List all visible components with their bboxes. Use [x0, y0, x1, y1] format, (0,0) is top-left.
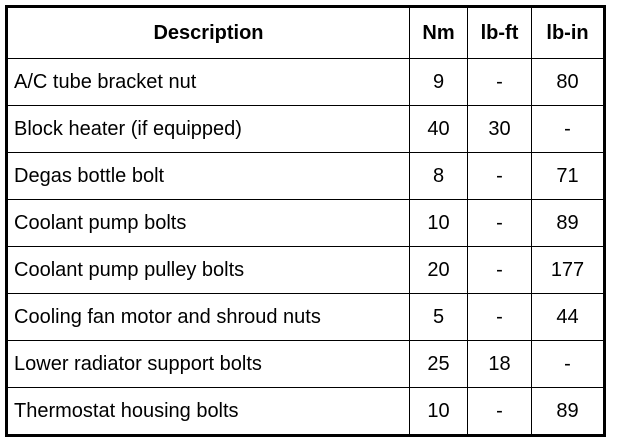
table-row: Lower radiator support bolts 25 18-	[6, 340, 605, 388]
cell-description: Thermostat housing bolts	[6, 387, 410, 436]
cell-nm: 20	[409, 246, 468, 294]
table-row: Thermostat housing bolts 10-89	[6, 387, 605, 436]
header-nm: Nm	[409, 6, 468, 59]
table-row: Degas bottle bolt 8-71	[6, 152, 605, 200]
cell-lb-in: -	[531, 340, 605, 388]
cell-description: A/C tube bracket nut	[6, 58, 410, 106]
cell-lb-in: 177	[531, 246, 605, 294]
cell-lb-ft: 18	[467, 340, 532, 388]
cell-lb-in: -	[531, 105, 605, 153]
cell-nm: 5	[409, 293, 468, 341]
cell-description: Coolant pump bolts	[6, 199, 410, 247]
header-row: Description Nm lb-ft lb-in	[6, 6, 605, 59]
cell-lb-in: 89	[531, 199, 605, 247]
cell-lb-ft: -	[467, 152, 532, 200]
cell-description: Degas bottle bolt	[6, 152, 410, 200]
cell-description: Lower radiator support bolts	[6, 340, 410, 388]
cell-lb-ft: -	[467, 58, 532, 106]
table-row: Coolant pump bolts 10-89	[6, 199, 605, 247]
cell-lb-ft: 30	[467, 105, 532, 153]
header-lb-in: lb-in	[531, 6, 605, 59]
cell-description: Coolant pump pulley bolts	[6, 246, 410, 294]
cell-nm: 8	[409, 152, 468, 200]
cell-nm: 10	[409, 199, 468, 247]
cell-description: Block heater (if equipped)	[6, 105, 410, 153]
table-row: Block heater (if equipped) 40 30-	[6, 105, 605, 153]
table-row: Cooling fan motor and shroud nuts 5-44	[6, 293, 605, 341]
cell-nm: 10	[409, 387, 468, 436]
cell-lb-in: 80	[531, 58, 605, 106]
cell-lb-in: 44	[531, 293, 605, 341]
torque-specifications-table: Description Nm lb-ft lb-in A/C tube brac…	[5, 5, 606, 437]
cell-lb-ft: -	[467, 199, 532, 247]
cell-nm: 25	[409, 340, 468, 388]
header-description: Description	[6, 6, 410, 59]
cell-lb-ft: -	[467, 246, 532, 294]
cell-lb-ft: -	[467, 293, 532, 341]
header-lb-ft: lb-ft	[467, 6, 532, 59]
table-row: A/C tube bracket nut 9-80	[6, 58, 605, 106]
cell-lb-in: 89	[531, 387, 605, 436]
cell-lb-in: 71	[531, 152, 605, 200]
cell-nm: 9	[409, 58, 468, 106]
table-row: Coolant pump pulley bolts 20-177	[6, 246, 605, 294]
cell-description: Cooling fan motor and shroud nuts	[6, 293, 410, 341]
cell-lb-ft: -	[467, 387, 532, 436]
cell-nm: 40	[409, 105, 468, 153]
